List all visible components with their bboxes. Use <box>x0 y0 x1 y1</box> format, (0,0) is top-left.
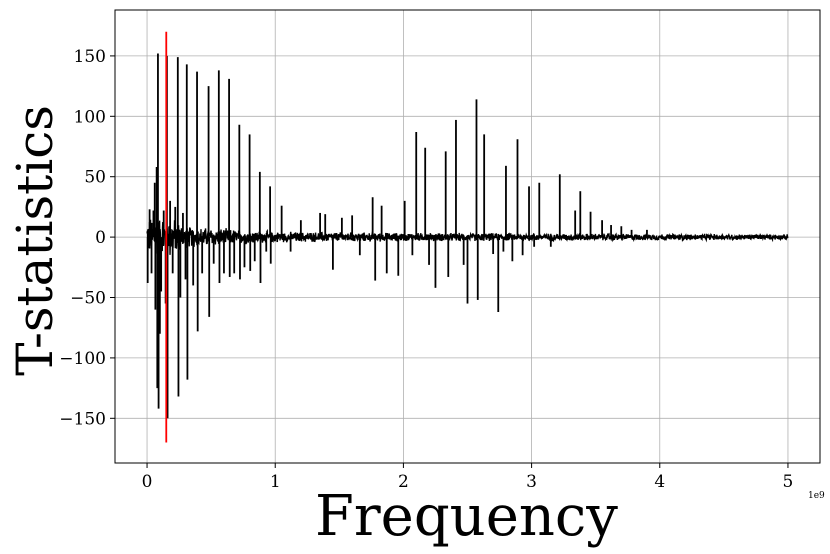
y-tick-label: −100 <box>59 349 106 369</box>
x-tick-label: 2 <box>398 472 409 492</box>
x-tick-label: 3 <box>526 472 537 492</box>
x-tick-label: 0 <box>142 472 153 492</box>
y-tick-label: 150 <box>74 47 106 67</box>
plot-frame <box>114 9 821 464</box>
x-tick-label: 5 <box>783 472 794 492</box>
x-tick-label: 1 <box>270 472 281 492</box>
y-tick-label: 100 <box>74 107 106 127</box>
y-tick-label: −150 <box>59 409 106 429</box>
y-tick-label: 50 <box>84 168 106 188</box>
x-offset-label: 1e9 <box>808 491 825 501</box>
x-ticks: 0 1 2 3 4 5 <box>142 463 794 492</box>
x-tick-label: 4 <box>654 472 665 492</box>
y-tick-label: 0 <box>95 228 106 248</box>
y-axis-label: T-statistics <box>6 105 64 376</box>
series-group <box>146 53 789 419</box>
y-ticks: −150 −100 −50 0 50 100 150 <box>59 47 115 429</box>
x-axis-label: Frequency <box>315 484 618 549</box>
y-tick-label: −50 <box>70 289 106 309</box>
series-noise-trace <box>146 217 789 258</box>
